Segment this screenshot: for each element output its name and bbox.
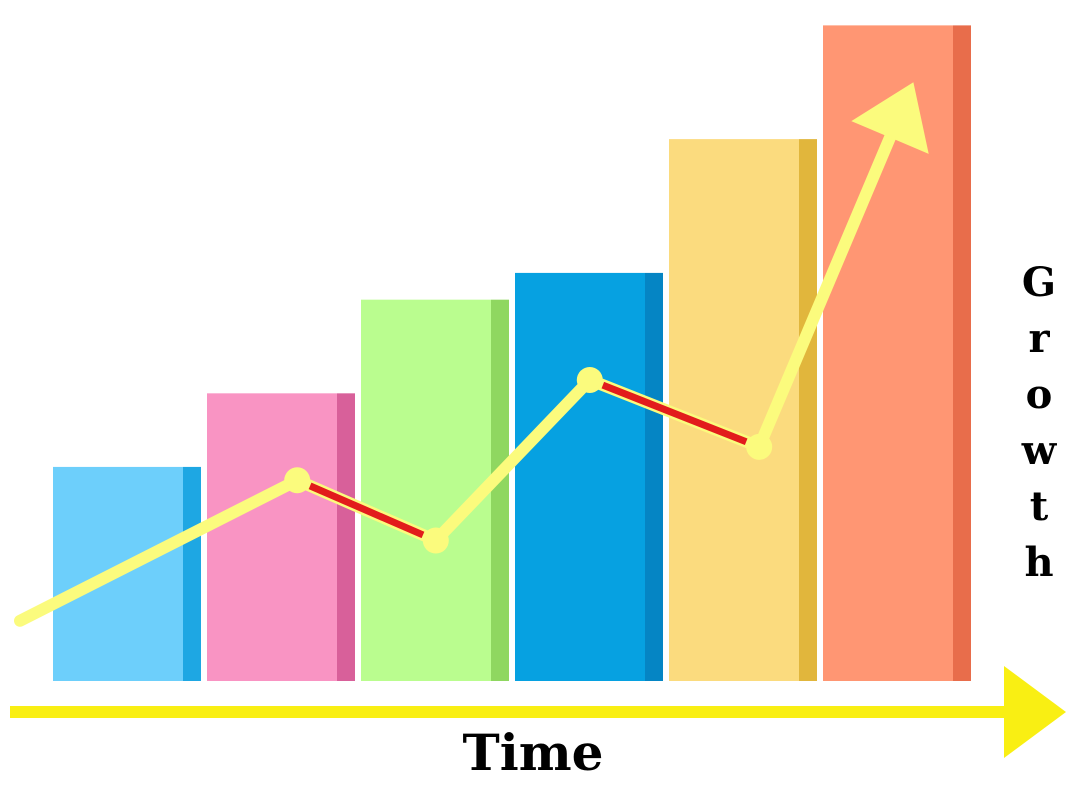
bar-face xyxy=(515,272,645,681)
bar-side-shade xyxy=(183,466,201,681)
trend-line-group xyxy=(14,82,929,627)
trend-point-2 xyxy=(284,467,311,494)
bar-side-shade xyxy=(953,25,971,681)
bar-face xyxy=(207,393,337,681)
time-axis xyxy=(10,666,1066,758)
trend-segment-3 xyxy=(429,373,596,547)
bar-side-shade xyxy=(491,299,509,681)
y-axis-label: G r o w t h xyxy=(1021,259,1057,586)
bar-4 xyxy=(515,272,663,681)
x-axis-label: Time xyxy=(462,723,604,782)
bar-side-shade xyxy=(645,272,663,681)
trend-point-4 xyxy=(576,366,603,393)
time-axis-arrowhead xyxy=(1004,666,1066,758)
trend-segment-1 xyxy=(14,474,304,627)
trend-arrowhead xyxy=(851,82,929,154)
trend-point-3 xyxy=(422,527,449,554)
bar-side-shade xyxy=(337,393,355,681)
bar-face xyxy=(361,299,491,681)
bars-group xyxy=(53,25,971,682)
bar-5 xyxy=(669,139,817,682)
trend-decline-segment-4 xyxy=(601,381,748,445)
trend-point-5 xyxy=(746,433,773,460)
bar-2 xyxy=(207,393,355,681)
bar-3 xyxy=(361,299,509,681)
trend-decline-segment-2 xyxy=(308,482,425,539)
bar-1 xyxy=(53,466,201,681)
bar-side-shade xyxy=(799,139,817,682)
trend-segment-5 xyxy=(753,113,904,453)
